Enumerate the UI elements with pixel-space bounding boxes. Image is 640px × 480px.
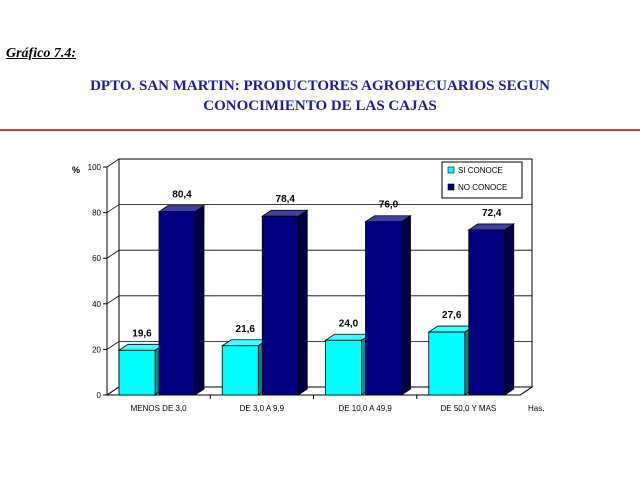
data-label: 76,0 [379, 200, 399, 211]
bar-side [504, 223, 515, 396]
data-label: 21,6 [236, 324, 256, 335]
bar [468, 229, 506, 396]
y-tick-label: 40 [92, 300, 101, 309]
y-tick-label: 20 [92, 345, 101, 354]
bar [158, 211, 196, 396]
bar [221, 345, 259, 396]
data-label: 72,4 [482, 208, 502, 219]
title-divider [0, 129, 640, 131]
bar [428, 331, 466, 396]
gridline [106, 158, 532, 168]
legend-label: SI CONOCE [458, 166, 503, 175]
bar [261, 215, 299, 396]
y-tick-label: 0 [97, 391, 102, 400]
bar [118, 349, 156, 396]
bar [365, 221, 402, 396]
x-tick-label: DE 10,0 A 49,9 [338, 404, 392, 413]
legend [441, 161, 523, 199]
chart-title-line-1: DPTO. SAN MARTIN: PRODUCTORES AGROPECUAR… [90, 78, 550, 94]
figure-label: Gráfico 7.4: [6, 46, 76, 61]
data-label: 27,6 [442, 310, 462, 321]
legend-label: NO CONOCE [458, 183, 507, 192]
bar [325, 339, 362, 396]
y-tick-label: 60 [92, 254, 101, 263]
x-tick-label: DE 3,0 A 9,9 [240, 404, 285, 413]
y-tick-label: 100 [88, 163, 102, 172]
y-axis-label: % [72, 165, 80, 175]
legend-swatch [447, 166, 455, 174]
x-tick-label: DE 50,0 Y MAS [441, 404, 497, 413]
chart-title: DPTO. SAN MARTIN: PRODUCTORES AGROPECUAR… [0, 76, 640, 116]
legend-swatch [447, 183, 455, 191]
bar-side [401, 214, 411, 396]
data-label: 19,6 [132, 328, 152, 339]
gridline [106, 204, 532, 213]
chart-title-line-2: CONOCIMIENTO DE LAS CAJAS [203, 98, 437, 114]
data-label: 80,4 [172, 190, 192, 201]
x-axis-label: Has. [528, 404, 544, 413]
data-label: 78,4 [276, 194, 296, 205]
bar-side [297, 209, 308, 396]
data-label: 24,0 [339, 318, 359, 329]
bar-side [194, 204, 205, 396]
y-tick-label: 80 [92, 209, 101, 218]
x-tick-label: MENOS DE 3,0 [131, 404, 188, 413]
